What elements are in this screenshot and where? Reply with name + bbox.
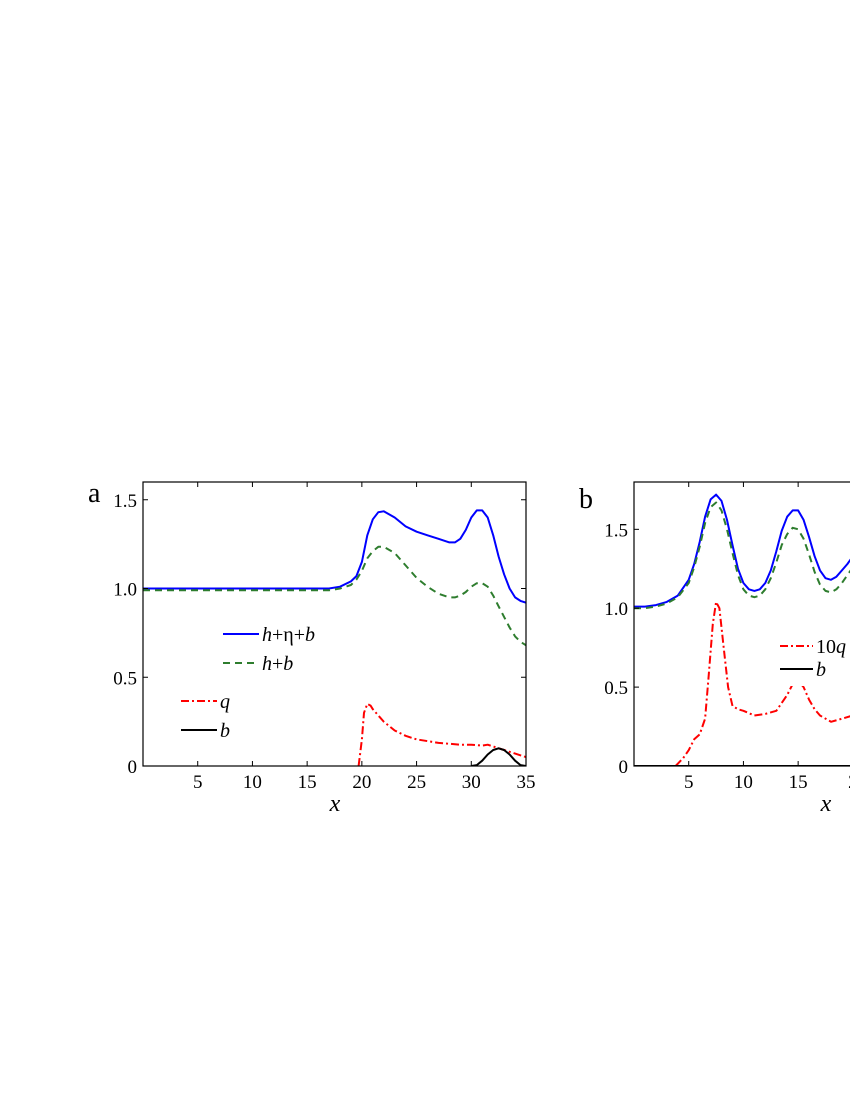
x-tick-label-b-2: 15	[789, 772, 808, 793]
legend-b-background	[774, 628, 850, 686]
x-tick-label-a-6: 35	[517, 772, 536, 793]
series-line-a-q	[357, 702, 526, 766]
legend-label-h-b: h+b	[262, 653, 293, 675]
x-tick-label-a-1: 10	[243, 772, 262, 793]
series-line-b-h-b	[634, 501, 850, 610]
x-axis-label-b: x	[820, 791, 832, 817]
x-axis-label-a: x	[329, 791, 341, 817]
series-layer-a	[143, 509, 526, 766]
y-tick-label-b-0: 0	[619, 757, 629, 778]
legend-label-b2: b	[816, 659, 826, 681]
y-tick-label-a-1: 0.5	[113, 668, 137, 689]
y-tick-label-b-3: 1.5	[604, 520, 628, 541]
plot-frame-b	[633, 481, 850, 767]
series-line-b-h-eta-b	[634, 493, 850, 608]
legend-b: 10q b	[774, 628, 850, 686]
y-tick-label-a-3: 1.5	[113, 491, 137, 512]
series-line-a-h-b	[143, 545, 526, 647]
x-tick-label-a-3: 20	[352, 772, 371, 793]
x-tick-label-a-2: 15	[298, 772, 317, 793]
chart-panel-b: b 51015200.51.01.5 x 10q b	[579, 481, 850, 817]
legend-label-10q: 10q	[816, 636, 846, 658]
x-tick-label-a-5: 30	[462, 772, 481, 793]
series-layer-b	[634, 493, 850, 766]
ticks-layer-a: 5 10 15 20 25 30 35 0 0.5 1.0 1.5	[113, 482, 536, 793]
legend-a-lower: q b	[181, 691, 230, 742]
series-line-a-h-eta-b	[143, 509, 526, 604]
chart-panel-a: a 5 10 15 20 25 30 35 0 0.5 1.0 1.5 x h+η+b h+b q …	[88, 478, 536, 817]
series-line-a-b	[471, 747, 526, 766]
y-tick-label-a-0: 0	[128, 757, 138, 778]
x-tick-label-a-0: 5	[193, 772, 203, 793]
x-tick-label-b-0: 5	[684, 772, 694, 793]
panel-label-a: a	[88, 478, 101, 509]
y-tick-label-b-2: 1.0	[604, 599, 628, 620]
legend-label-q: q	[220, 691, 230, 713]
ticks-layer-b: 51015200.51.01.5	[604, 482, 850, 793]
y-tick-label-a-2: 1.0	[113, 580, 137, 601]
x-tick-label-b-1: 10	[734, 772, 753, 793]
x-tick-label-a-4: 25	[407, 772, 426, 793]
legend-a-upper: h+η+b h+b	[223, 624, 315, 675]
y-tick-label-b-1: 0.5	[604, 678, 628, 699]
series-line-b-10q	[674, 600, 850, 766]
panel-label-b: b	[579, 484, 593, 515]
legend-label-b: b	[220, 720, 230, 742]
legend-label-h-eta-b: h+η+b	[262, 624, 315, 646]
x-tick-label-b-3: 2	[848, 772, 850, 793]
plot-frame-a	[142, 481, 527, 767]
